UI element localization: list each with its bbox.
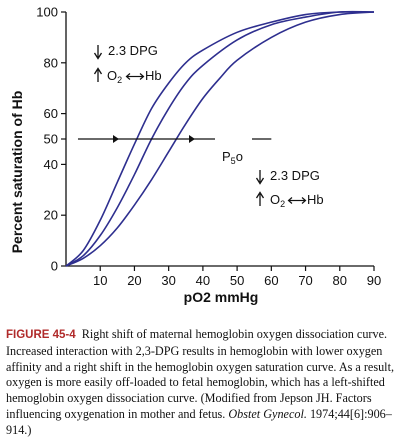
x-tick-label: 30 [161, 273, 175, 288]
right-shifted-curve [65, 11, 375, 267]
x-tick-label: 10 [93, 273, 107, 288]
up-arrow-icon [93, 67, 103, 82]
x-tick-label: 40 [196, 273, 210, 288]
x-tick-label: 90 [367, 273, 381, 288]
x-axis-title: pO2 mmHg [184, 289, 259, 305]
reference-line-group [77, 135, 272, 143]
down-arrow-icon [93, 45, 103, 60]
y-tick-label: 50 [44, 132, 58, 147]
double-arrow-icon [287, 197, 307, 204]
x-tick-label: 80 [333, 273, 347, 288]
p50-label: P5o [222, 149, 243, 166]
caption-main-text: Right shift of maternal hemoglobin oxyge… [6, 327, 394, 421]
y-tick-label: 40 [44, 157, 58, 172]
y-tick-label: 20 [44, 208, 58, 223]
dpg-label-lower: 2.3 DPG [270, 168, 320, 183]
down-arrow-icon [255, 170, 265, 185]
annotation-upper-left: 2.3 DPG O2 Hb [93, 43, 162, 85]
figure-label: FIGURE 45-4 [6, 329, 76, 341]
y-tick-label: 80 [44, 55, 58, 70]
caption-journal: Obstet Gynecol. [228, 406, 307, 421]
y-axis-title: Percent saturation of Hb [9, 91, 25, 254]
o2-hb-label-upper: O2 [107, 68, 122, 85]
oxygen-dissociation-chart: 10 20 30 40 50 60 70 80 90 0 20 40 50 60 80 100 Percen… [9, 5, 381, 306]
x-tick-label: 70 [298, 273, 312, 288]
up-arrow-icon [255, 191, 265, 206]
figure-caption: FIGURE 45-4 Right shift of maternal hemo… [6, 327, 396, 439]
normal-curve [65, 10, 375, 267]
double-arrow-icon [125, 73, 145, 80]
hb-label-upper: Hb [145, 68, 162, 83]
left-shifted-curve [65, 11, 375, 267]
dpg-label-upper: 2.3 DPG [108, 43, 158, 58]
y-tick-label: 100 [36, 5, 58, 20]
right-arrow-icon [189, 135, 195, 143]
hb-label-lower: Hb [307, 192, 324, 207]
x-tick-label: 50 [230, 273, 244, 288]
annotation-lower-right: 2.3 DPG O2 Hb [255, 168, 324, 209]
curve-group [65, 10, 375, 267]
y-tick-group: 0 20 40 50 60 80 100 [36, 5, 66, 274]
y-tick-label: 0 [51, 259, 58, 274]
x-tick-group: 10 20 30 40 50 60 70 80 90 [93, 266, 381, 288]
x-tick-label: 20 [127, 273, 141, 288]
x-tick-label: 60 [264, 273, 278, 288]
y-tick-label: 60 [44, 106, 58, 121]
o2-hb-label-lower: O2 [270, 192, 285, 209]
right-arrow-icon [113, 135, 119, 143]
